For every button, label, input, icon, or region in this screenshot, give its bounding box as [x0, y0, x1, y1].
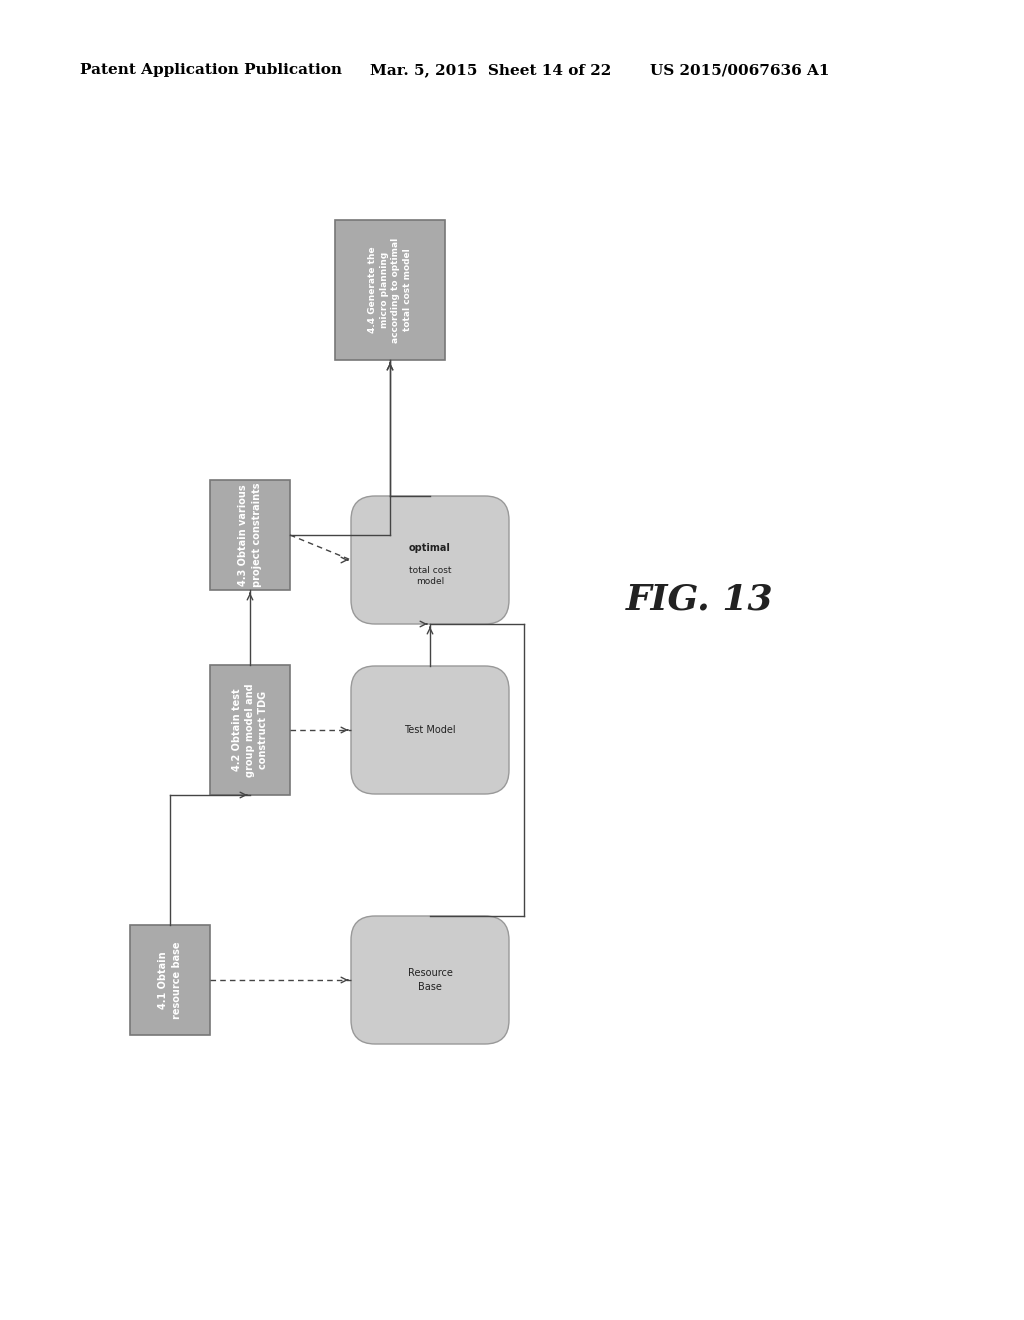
Text: 4.3 Obtain various
project constraints: 4.3 Obtain various project constraints — [239, 483, 261, 587]
FancyBboxPatch shape — [351, 916, 509, 1044]
FancyBboxPatch shape — [210, 480, 290, 590]
Text: total cost
model: total cost model — [409, 566, 452, 586]
FancyBboxPatch shape — [130, 925, 210, 1035]
Text: optimal: optimal — [409, 543, 451, 553]
Text: Test Model: Test Model — [404, 725, 456, 735]
FancyBboxPatch shape — [351, 496, 509, 624]
Text: 4.1 Obtain
resource base: 4.1 Obtain resource base — [159, 941, 181, 1019]
Text: US 2015/0067636 A1: US 2015/0067636 A1 — [650, 63, 829, 77]
Text: Resource
Base: Resource Base — [408, 969, 453, 991]
Text: 4.4 Generate the
micro planning
according to optimal
total cost model: 4.4 Generate the micro planning accordin… — [368, 238, 413, 343]
Text: 4.2 Obtain test
group model and
construct TDG: 4.2 Obtain test group model and construc… — [231, 684, 268, 776]
FancyBboxPatch shape — [210, 665, 290, 795]
Text: Patent Application Publication: Patent Application Publication — [80, 63, 342, 77]
FancyBboxPatch shape — [351, 667, 509, 795]
Text: Mar. 5, 2015  Sheet 14 of 22: Mar. 5, 2015 Sheet 14 of 22 — [370, 63, 611, 77]
Text: FIG. 13: FIG. 13 — [627, 583, 774, 616]
FancyBboxPatch shape — [335, 220, 445, 360]
